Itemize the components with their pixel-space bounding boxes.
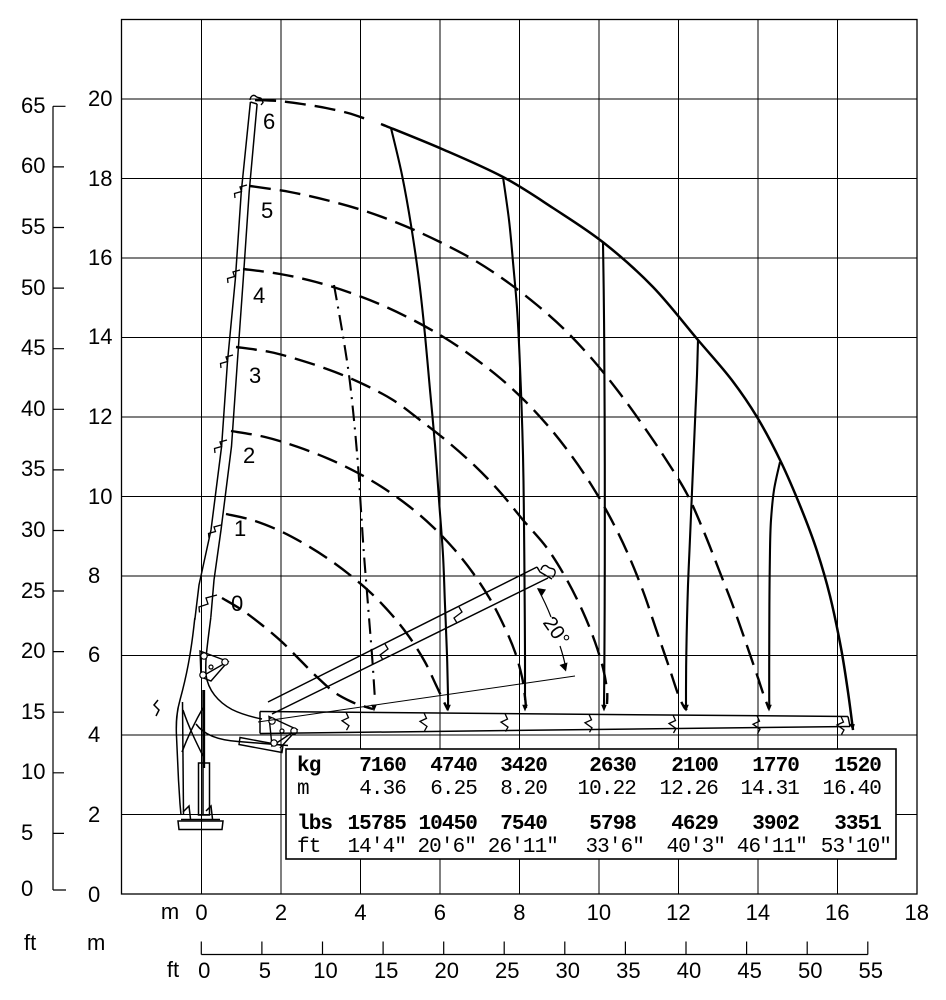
svg-text:20: 20 [434,958,458,983]
svg-text:10: 10 [88,484,112,509]
svg-text:12: 12 [88,404,112,429]
svg-text:40: 40 [677,958,701,983]
svg-text:30: 30 [21,517,45,542]
svg-text:55: 55 [21,214,45,239]
svg-text:3420: 3420 [500,755,547,778]
svg-text:m: m [161,899,179,924]
svg-text:2630: 2630 [589,755,636,778]
svg-text:14: 14 [746,900,770,925]
svg-text:3: 3 [249,363,261,388]
svg-text:65: 65 [21,93,45,118]
svg-text:5: 5 [261,198,273,223]
svg-text:18: 18 [88,166,112,191]
svg-text:4.36: 4.36 [359,778,406,801]
svg-text:5: 5 [21,820,33,845]
svg-text:46'11": 46'11" [737,836,807,859]
svg-text:7160: 7160 [359,755,406,778]
svg-text:ft: ft [24,930,36,955]
svg-text:m: m [87,930,105,955]
svg-text:4: 4 [253,283,265,308]
svg-text:15: 15 [374,958,398,983]
svg-text:25: 25 [495,958,519,983]
svg-text:ft: ft [167,957,179,982]
svg-text:45: 45 [21,335,45,360]
svg-text:16: 16 [825,900,849,925]
svg-text:1520: 1520 [834,755,881,778]
svg-text:1: 1 [234,516,246,541]
svg-text:12: 12 [666,900,690,925]
svg-text:3351: 3351 [834,813,881,836]
svg-text:lbs: lbs [297,813,332,836]
svg-text:0: 0 [21,876,33,901]
svg-text:7540: 7540 [500,813,547,836]
svg-text:20: 20 [88,86,112,111]
svg-text:3902: 3902 [752,813,799,836]
svg-text:ft: ft [297,836,320,859]
svg-text:2: 2 [88,802,100,827]
svg-text:15: 15 [21,699,45,724]
svg-text:10: 10 [587,900,611,925]
svg-text:8: 8 [88,563,100,588]
svg-text:8: 8 [513,900,525,925]
svg-text:16: 16 [88,245,112,270]
svg-text:4629: 4629 [671,813,718,836]
svg-text:60: 60 [21,153,45,178]
svg-text:2: 2 [275,900,287,925]
svg-text:6: 6 [88,642,100,667]
svg-text:10.22: 10.22 [577,778,636,801]
svg-text:4: 4 [354,900,366,925]
svg-text:10: 10 [313,958,337,983]
svg-text:8.20: 8.20 [500,778,547,801]
svg-text:2: 2 [243,443,255,468]
svg-text:15785: 15785 [347,813,406,836]
svg-text:kg: kg [297,755,321,778]
svg-text:53'10": 53'10" [821,836,891,859]
svg-text:35: 35 [616,958,640,983]
svg-text:0: 0 [195,900,207,925]
svg-text:12.26: 12.26 [659,778,718,801]
svg-text:14: 14 [88,324,112,349]
svg-text:2100: 2100 [671,755,718,778]
svg-text:5: 5 [259,958,271,983]
svg-text:14'4": 14'4" [347,836,406,859]
svg-text:6: 6 [263,109,275,134]
svg-text:45: 45 [737,958,761,983]
svg-text:35: 35 [21,456,45,481]
svg-text:6.25: 6.25 [430,778,477,801]
svg-text:26'11": 26'11" [488,836,558,859]
svg-text:0: 0 [198,958,210,983]
svg-text:4: 4 [88,722,100,747]
svg-text:55: 55 [859,958,883,983]
svg-text:50: 50 [798,958,822,983]
svg-text:30: 30 [556,958,580,983]
svg-text:33'6": 33'6" [585,836,644,859]
svg-text:5798: 5798 [589,813,636,836]
svg-text:10: 10 [21,759,45,784]
svg-text:4740: 4740 [430,755,477,778]
svg-text:25: 25 [21,578,45,603]
svg-text:10450: 10450 [418,813,477,836]
svg-text:18: 18 [905,900,929,925]
svg-text:m: m [297,778,309,801]
svg-text:14.31: 14.31 [740,778,799,801]
svg-text:1770: 1770 [752,755,799,778]
svg-text:0: 0 [88,882,100,907]
svg-text:40'3": 40'3" [666,836,725,859]
svg-text:20: 20 [21,638,45,663]
svg-text:16.40: 16.40 [822,778,881,801]
svg-text:40: 40 [21,396,45,421]
svg-text:6: 6 [434,900,446,925]
svg-text:0: 0 [231,591,243,616]
svg-text:20'6": 20'6" [417,836,476,859]
svg-text:50: 50 [21,275,45,300]
